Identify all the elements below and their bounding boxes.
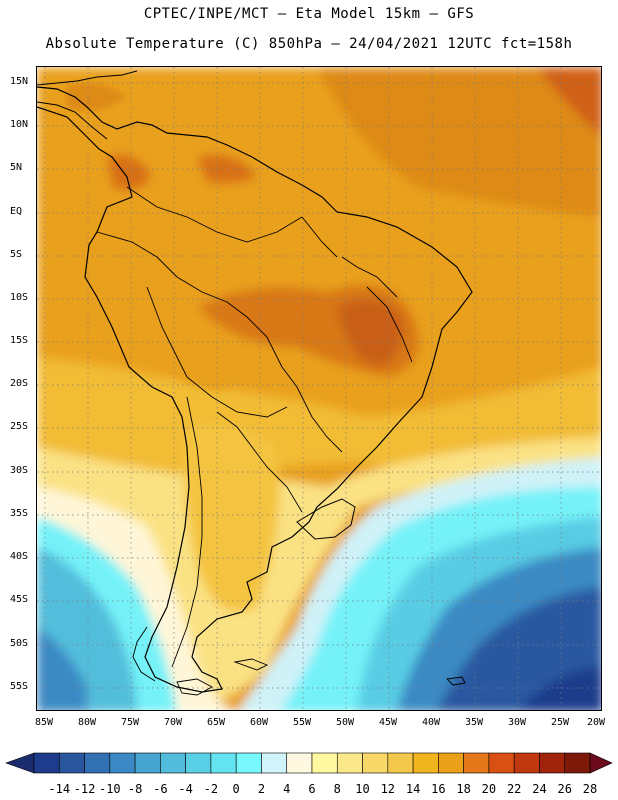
lat-label-25s: 25S	[10, 421, 29, 432]
colorbar-swatch	[134, 752, 161, 774]
colorbar-swatch	[412, 752, 439, 774]
colorbar-swatch	[210, 752, 237, 774]
colorbar-swatch	[109, 752, 136, 774]
colorbar-label: 18	[456, 782, 471, 796]
lon-label-55w: 55W	[292, 717, 312, 728]
colorbar-max-arrow	[589, 752, 613, 774]
colorbar-label: 28	[582, 782, 598, 796]
colorbar-swatch	[387, 752, 414, 774]
colorbar-swatch	[438, 752, 464, 774]
lon-label-80w: 80W	[77, 717, 97, 728]
colorbar-swatch	[463, 752, 490, 774]
colorbar-label: 8	[333, 782, 341, 796]
color-scale-bar	[5, 752, 613, 774]
lat-label-10n: 10N	[10, 119, 29, 130]
colorbar-label: -12	[73, 782, 96, 796]
lat-label-10s: 10S	[10, 292, 29, 303]
lon-label-40w: 40W	[421, 717, 441, 728]
colorbar-label: 24	[532, 782, 547, 796]
colorbar-label: 22	[506, 782, 522, 796]
map-title-line1: CPTEC/INPE/MCT – Eta Model 15km – GFS	[143, 6, 475, 22]
colorbar-label: 14	[405, 782, 421, 796]
colorbar-label: -6	[153, 782, 168, 796]
colorbar-swatch	[336, 752, 363, 774]
colorbar-swatch	[539, 752, 566, 774]
colorbar-swatch	[488, 752, 515, 774]
lon-label-60w: 60W	[249, 717, 269, 728]
colorbar-label: 10	[355, 782, 370, 796]
lat-label-45s: 45S	[10, 594, 29, 605]
colorbar-min-arrow	[5, 752, 35, 774]
colorbar-swatch	[513, 752, 540, 774]
colorbar-swatch	[311, 752, 338, 774]
colorbar-swatch	[564, 752, 591, 774]
lat-label-35s: 35S	[10, 508, 29, 519]
lon-label-50w: 50W	[335, 717, 355, 728]
central-america-coastline	[37, 70, 138, 140]
colorbar-label: -10	[98, 782, 121, 796]
colorbar-label: 6	[308, 782, 316, 796]
lon-label-30w: 30W	[507, 717, 527, 728]
south-america-coastline	[37, 86, 473, 693]
colorbar-label: -2	[203, 782, 219, 796]
colorbar-swatch	[33, 752, 60, 774]
lon-label-45w: 45W	[378, 717, 398, 728]
lat-label-55s: 55S	[10, 681, 29, 692]
lon-label-75w: 75W	[120, 717, 140, 728]
lat-label-15s: 15S	[10, 335, 29, 346]
colorbar-swatch	[261, 752, 288, 774]
country-borders	[96, 186, 413, 668]
colorbar-label: 0	[232, 782, 240, 796]
lat-label-50s: 50S	[10, 638, 29, 649]
colorbar-label: 16	[431, 782, 446, 796]
lon-label-20w: 20W	[586, 717, 606, 728]
colorbar-swatch	[235, 752, 262, 774]
colorbar-label: -14	[48, 782, 71, 796]
lat-label-30s: 30S	[10, 465, 29, 476]
colorbar-swatch	[185, 752, 212, 774]
colorbar-swatch	[58, 752, 85, 774]
lat-label-40s: 40S	[10, 551, 29, 562]
colorbar-label: 12	[380, 782, 396, 796]
colorbar-swatch	[362, 752, 389, 774]
lat-label-20s: 20S	[10, 378, 29, 389]
lon-label-70w: 70W	[163, 717, 183, 728]
lon-label-85w: 85W	[34, 717, 54, 728]
colorbar-label: 2	[257, 782, 266, 796]
lon-label-65w: 65W	[206, 717, 226, 728]
lat-label-5s: 5S	[10, 249, 23, 260]
colorbar-label: 4	[283, 782, 291, 796]
lon-label-25w: 25W	[550, 717, 570, 728]
colorbar-swatch	[160, 752, 186, 774]
lat-label-15n: 15N	[10, 76, 29, 87]
colorbar-swatch	[286, 752, 313, 774]
colorbar-label: -8	[127, 782, 143, 796]
lon-label-35w: 35W	[464, 717, 484, 728]
map-title-line2: Absolute Temperature (C) 850hPa – 24/04/…	[45, 36, 573, 52]
colorbar-label: 20	[481, 782, 497, 796]
temperature-field	[37, 67, 601, 710]
colorbar-label: -4	[178, 782, 193, 796]
temperature-map	[36, 66, 602, 711]
colorbar-swatch	[84, 752, 111, 774]
lat-label-eq: EQ	[10, 206, 23, 217]
lat-label-5n: 5N	[10, 162, 23, 173]
colorbar-label: 26	[557, 782, 572, 796]
